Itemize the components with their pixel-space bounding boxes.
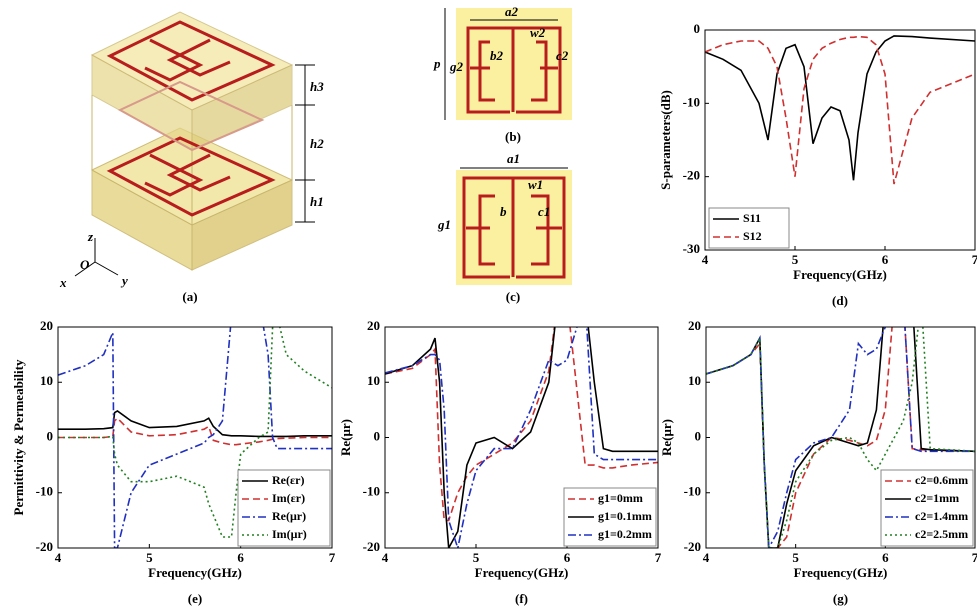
axis-label: z	[87, 229, 94, 244]
legend-label: Im(μr)	[272, 527, 307, 541]
y-tick-label: -20	[36, 539, 53, 554]
x-tick-label: 6	[237, 550, 244, 565]
y-tick-label: -10	[363, 484, 380, 499]
panel-caption: (d)	[832, 293, 848, 308]
legend-label: g1=0mm	[598, 491, 643, 505]
y-tick-label: 0	[374, 428, 381, 443]
dim-label: w2	[530, 25, 546, 40]
dim-label: a1	[507, 151, 520, 166]
legend-label: Re(μr)	[272, 509, 306, 523]
y-tick-label: -20	[683, 168, 700, 183]
legend-label: g1=0.1mm	[598, 509, 652, 523]
y-tick-label: -20	[684, 539, 701, 554]
dim-label: c2	[556, 48, 569, 63]
x-tick-label: 5	[473, 550, 480, 565]
y-tick-label: 20	[688, 318, 701, 333]
x-tick-label: 7	[329, 550, 336, 565]
legend-label: g1=0.2mm	[598, 527, 652, 541]
x-tick-label: 5	[792, 550, 799, 565]
y-tick-label: -10	[684, 484, 701, 499]
legend-label: S11	[743, 211, 761, 225]
x-tick-label: 4	[702, 252, 709, 267]
x-tick-label: 5	[146, 550, 153, 565]
series-line	[58, 411, 332, 436]
axis-label: x	[59, 275, 67, 290]
panel-caption: (c)	[506, 289, 520, 304]
x-axis-label: Frequency(GHz)	[794, 565, 888, 580]
panel-caption: (e)	[188, 591, 202, 606]
axis-label: O	[80, 257, 90, 272]
panel-caption: (b)	[505, 129, 521, 144]
x-axis-label: Frequency(GHz)	[148, 565, 242, 580]
dim-label: h3	[310, 79, 324, 94]
y-tick-label: -10	[36, 484, 53, 499]
y-axis-label: Permittivity & Permeability	[11, 359, 26, 515]
panel-caption: (f)	[515, 591, 528, 606]
x-axis-label: Frequency(GHz)	[793, 267, 887, 282]
y-axis-label: S-parameters(dB)	[658, 90, 673, 190]
legend-label: Im(εr)	[272, 491, 305, 505]
legend-label: S12	[743, 229, 762, 243]
dim-label: b2	[490, 48, 504, 63]
figure: h3 h2 h1 z O x y (a) a2 w2 b2 c2 p g2 (b…	[0, 0, 977, 611]
x-tick-label: 6	[882, 252, 889, 267]
x-tick-label: 7	[655, 550, 662, 565]
x-tick-label: 4	[55, 550, 62, 565]
y-tick-label: 0	[47, 428, 54, 443]
x-tick-label: 4	[382, 550, 389, 565]
y-tick-label: 0	[695, 428, 702, 443]
dim-label: h2	[310, 136, 324, 151]
y-tick-label: -10	[683, 94, 700, 109]
x-tick-label: 5	[792, 252, 799, 267]
series-line	[705, 36, 975, 180]
y-tick-label: -30	[683, 241, 700, 256]
legend-label: c2=0.6mm	[915, 473, 968, 487]
panel-caption: (g)	[833, 591, 848, 606]
series-line	[385, 299, 658, 520]
y-axis-label: Re(μr)	[659, 419, 674, 456]
legend-label: c2=1.4mm	[915, 509, 968, 523]
y-tick-label: 10	[40, 373, 53, 388]
dim-label: g2	[449, 59, 464, 74]
y-tick-label: -20	[363, 539, 380, 554]
x-tick-label: 6	[882, 550, 889, 565]
y-axis-label: Re(μr)	[338, 419, 353, 456]
dim-label: a2	[505, 4, 519, 19]
x-axis-label: Frequency(GHz)	[475, 565, 569, 580]
dim-label: p	[433, 56, 441, 71]
x-tick-label: 6	[564, 550, 571, 565]
dim-label: h1	[310, 194, 324, 209]
y-tick-label: 0	[694, 21, 701, 36]
panel-caption: (a)	[182, 289, 197, 304]
x-tick-label: 7	[972, 252, 977, 267]
y-tick-label: 10	[367, 373, 380, 388]
x-tick-label: 7	[972, 550, 977, 565]
x-tick-label: 4	[703, 550, 710, 565]
dim-label: g1	[437, 217, 451, 232]
dim-label: c1	[538, 204, 550, 219]
dim-label: b	[500, 204, 507, 219]
legend-label: c2=1mm	[915, 491, 959, 505]
dim-label: w1	[528, 177, 543, 192]
y-tick-label: 10	[688, 373, 701, 388]
legend-label: c2=2.5mm	[915, 527, 968, 541]
legend-label: Re(εr)	[272, 473, 304, 487]
axis-label: y	[120, 273, 128, 288]
y-tick-label: 20	[367, 318, 380, 333]
y-tick-label: 20	[40, 318, 53, 333]
